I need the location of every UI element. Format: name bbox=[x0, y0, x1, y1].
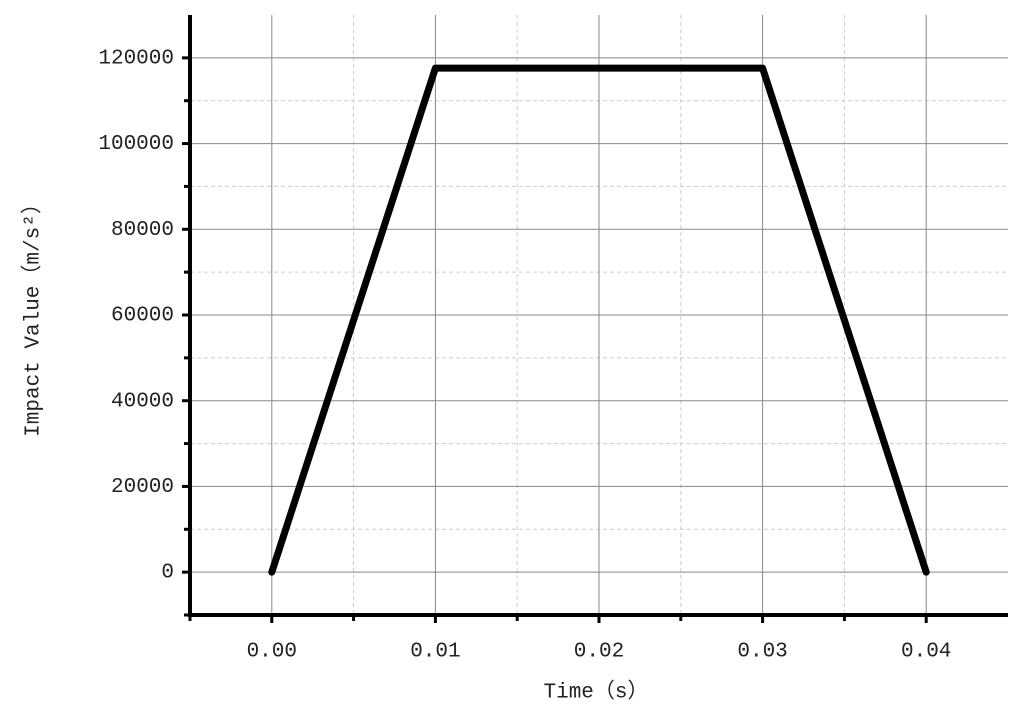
y-tick-label: 0 bbox=[161, 562, 174, 585]
y-tick-label: 60000 bbox=[111, 305, 174, 328]
data-line bbox=[268, 64, 930, 576]
y-tick-label: 120000 bbox=[98, 47, 174, 70]
y-tick-label: 20000 bbox=[111, 476, 174, 499]
y-axis-label: Impact Value（m/s²） bbox=[21, 193, 46, 437]
x-tick-label: 0.00 bbox=[247, 641, 297, 664]
x-tick-label: 0.02 bbox=[574, 641, 624, 664]
x-tick-label: 0.01 bbox=[410, 641, 460, 664]
grid bbox=[189, 15, 1008, 616]
y-tick-label: 100000 bbox=[98, 133, 174, 156]
y-tick-label: 80000 bbox=[111, 219, 174, 242]
x-tick-label: 0.04 bbox=[901, 641, 951, 664]
y-tick-label: 40000 bbox=[111, 390, 174, 413]
x-tick-label: 0.03 bbox=[737, 641, 787, 664]
x-axis-label: Time（s） bbox=[543, 680, 648, 705]
